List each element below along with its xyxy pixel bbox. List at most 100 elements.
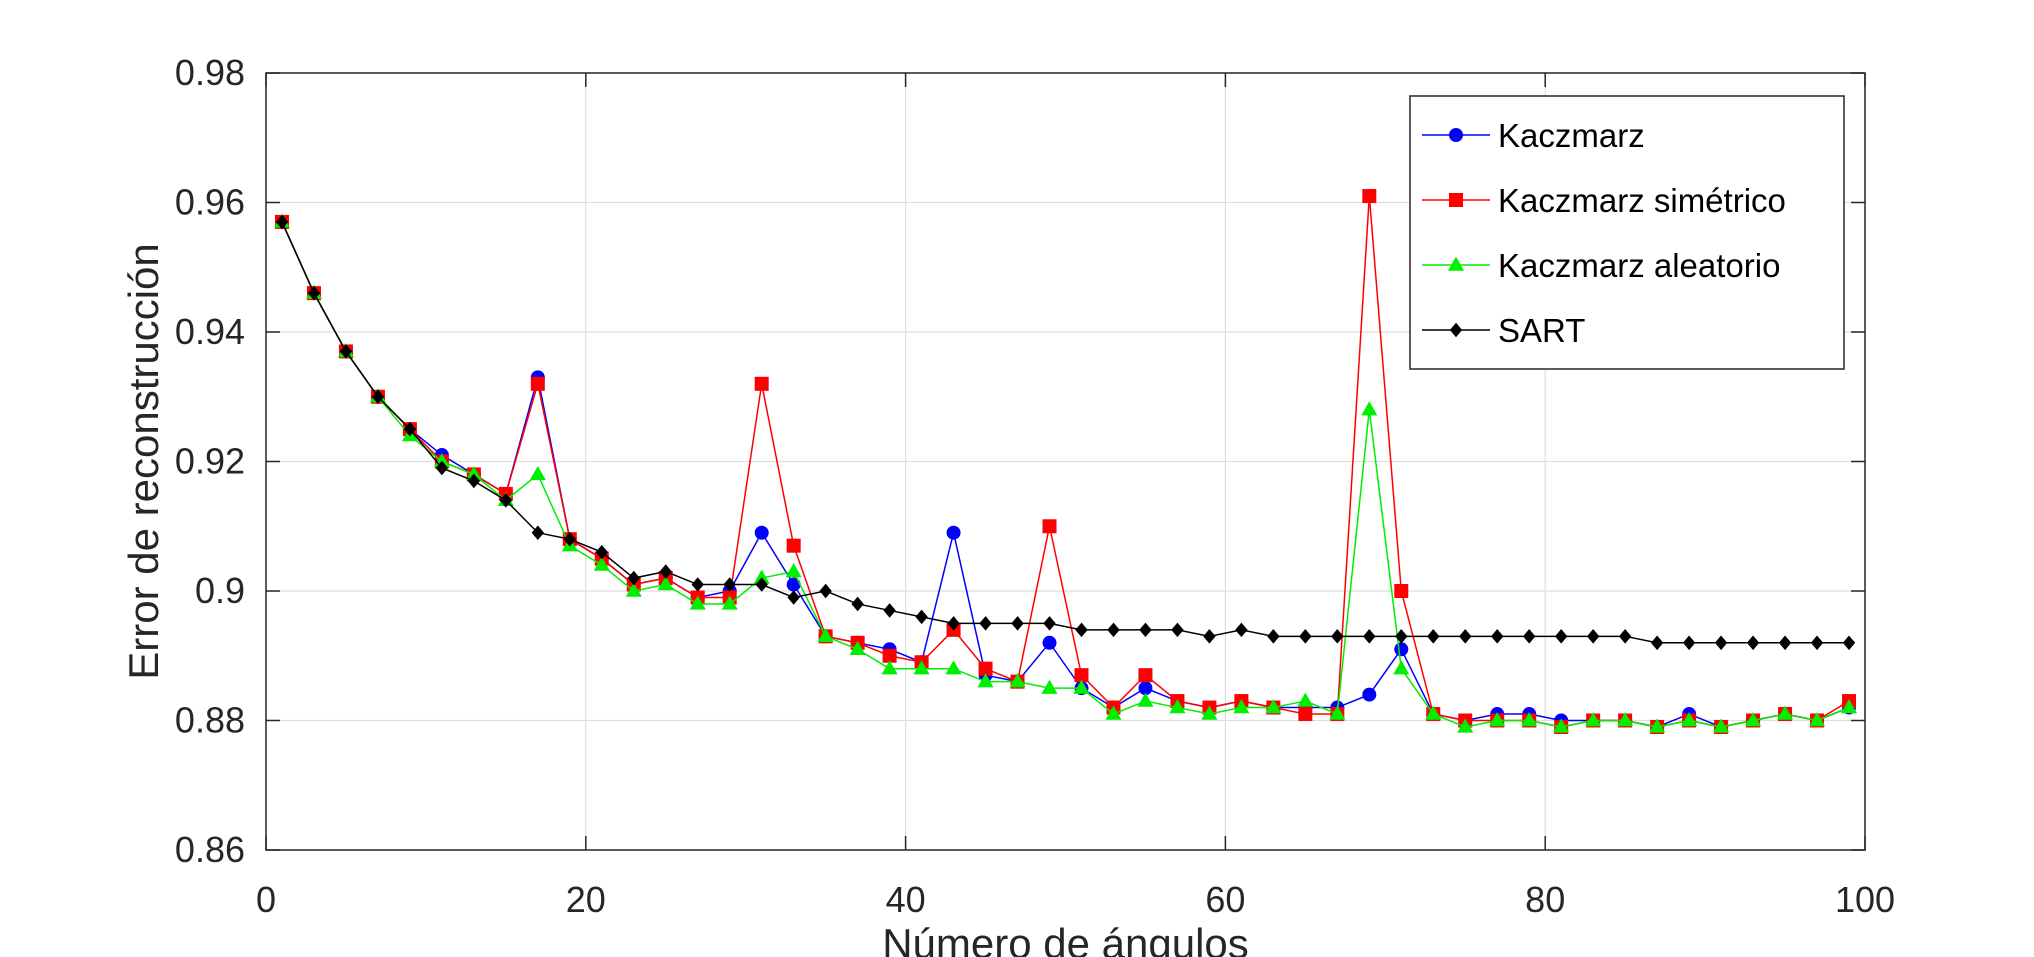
data-point <box>1650 635 1664 651</box>
data-point <box>1459 629 1472 644</box>
data-point <box>1105 705 1122 720</box>
data-point <box>1363 629 1376 644</box>
data-point <box>1586 629 1600 644</box>
legend-marker <box>1449 193 1463 207</box>
data-point <box>275 214 289 230</box>
data-point <box>786 538 801 553</box>
data-point <box>529 465 546 481</box>
y-tick-label: 0.94 <box>175 311 245 352</box>
data-point <box>1043 616 1056 631</box>
data-point <box>1265 699 1282 714</box>
data-point <box>1299 629 1312 644</box>
legend-marker <box>1449 322 1463 338</box>
y-tick-label: 0.88 <box>175 700 245 741</box>
data-point <box>945 660 962 675</box>
data-point <box>1777 705 1794 720</box>
series-3 <box>273 213 1858 733</box>
data-point <box>1362 687 1377 702</box>
data-point <box>1745 712 1762 727</box>
data-point <box>1075 622 1088 638</box>
legend-box <box>1409 95 1845 370</box>
x-tick-label: 80 <box>1525 879 1565 920</box>
y-tick-labels: 0.86 0.88 0.9 0.92 0.94 0.96 0.98 <box>175 52 245 870</box>
data-point <box>1073 679 1090 694</box>
x-axis-title: Número de ángulos <box>882 920 1249 957</box>
data-point <box>1585 712 1602 727</box>
data-point <box>1137 692 1154 707</box>
axis-ticks <box>265 72 1866 851</box>
data-point <box>883 603 896 618</box>
data-point <box>1107 622 1120 638</box>
data-point <box>1491 629 1504 644</box>
data-point <box>499 493 513 508</box>
data-point <box>1203 629 1216 644</box>
y-tick-label: 0.92 <box>175 441 245 482</box>
x-tick-label: 20 <box>566 879 606 920</box>
data-point <box>1778 635 1792 651</box>
data-point <box>881 660 898 675</box>
data-point <box>1809 712 1826 727</box>
data-point <box>1810 635 1824 651</box>
series-layer <box>273 189 1858 734</box>
data-point <box>1169 699 1186 714</box>
y-tick-label: 0.96 <box>175 182 245 223</box>
data-point <box>1395 629 1408 644</box>
data-point <box>1425 705 1442 720</box>
data-point <box>1714 635 1728 651</box>
data-point <box>593 556 610 571</box>
data-point <box>1394 642 1409 657</box>
data-point <box>1681 712 1698 727</box>
legend: Kaczmarz Kaczmarz simétrico Kaczmarz aleat… <box>1409 95 1845 370</box>
data-point <box>1297 692 1314 707</box>
data-point <box>1841 699 1858 714</box>
y-tick-label: 0.98 <box>175 52 245 93</box>
data-point <box>1138 668 1153 683</box>
data-point <box>1713 718 1730 733</box>
data-point <box>1233 699 1250 714</box>
x-tick-labels: 0 20 40 60 80 100 <box>256 879 1895 920</box>
data-point <box>787 590 800 605</box>
data-point <box>689 595 706 610</box>
data-point <box>1457 718 1474 733</box>
data-point <box>1009 673 1026 688</box>
data-point <box>1842 635 1856 651</box>
data-point <box>849 640 866 655</box>
y-tick-label: 0.9 <box>195 570 245 611</box>
data-point <box>1171 622 1184 638</box>
data-point <box>754 525 769 540</box>
legend-label: Kaczmarz <box>1498 117 1645 154</box>
x-tick-label: 40 <box>886 879 926 920</box>
x-tick-label: 60 <box>1205 879 1245 920</box>
legend-label: Kaczmarz aleatorio <box>1498 247 1780 284</box>
y-tick-label: 0.86 <box>175 829 245 870</box>
data-point <box>1201 705 1218 720</box>
series-4 <box>275 214 1856 651</box>
data-point <box>947 616 960 631</box>
legend-entry: Kaczmarz aleatorio <box>1422 247 1780 284</box>
legend-entry: Kaczmarz <box>1422 117 1645 154</box>
legend-marker <box>1449 128 1463 142</box>
data-point <box>1267 629 1280 644</box>
legend-label: Kaczmarz simétrico <box>1498 182 1786 219</box>
data-point <box>563 531 576 547</box>
data-point <box>1427 629 1440 644</box>
data-point <box>1649 718 1666 733</box>
data-point <box>595 544 608 560</box>
data-point <box>755 577 768 592</box>
data-point <box>1139 622 1152 638</box>
data-point <box>1235 622 1248 638</box>
legend-label: SART <box>1498 312 1585 349</box>
data-point <box>1041 679 1058 694</box>
data-point <box>691 577 704 592</box>
data-point <box>946 525 961 540</box>
data-point <box>1521 712 1538 727</box>
data-point <box>1746 635 1760 651</box>
data-point <box>915 609 928 625</box>
data-point <box>785 563 802 578</box>
data-point <box>1361 401 1378 416</box>
data-point <box>1555 629 1568 644</box>
data-point <box>659 564 672 579</box>
data-point <box>1042 519 1057 534</box>
data-point <box>1618 629 1632 644</box>
